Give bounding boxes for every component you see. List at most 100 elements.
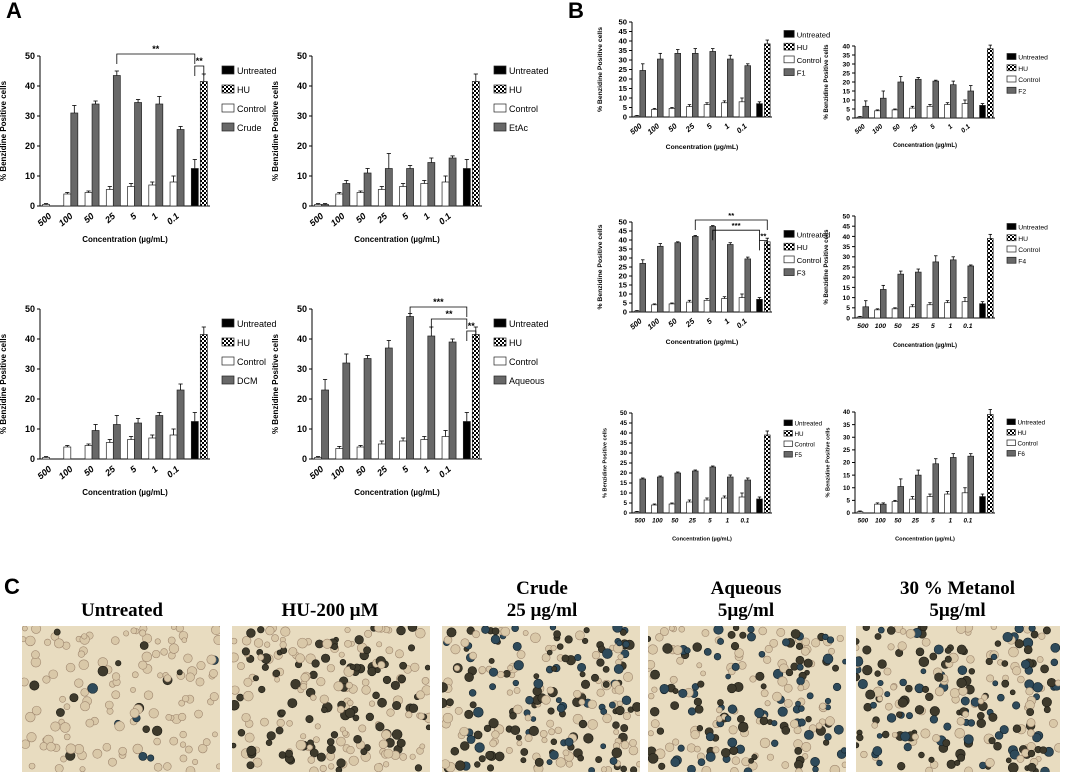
significance-bracket [409, 306, 468, 317]
y-tick-label: 35 [619, 46, 628, 55]
cell [977, 698, 985, 705]
untreated-bar [756, 103, 763, 118]
cell [555, 697, 562, 704]
cell [1002, 631, 1013, 643]
cell [43, 638, 52, 646]
cell [383, 748, 394, 759]
cell [887, 643, 895, 651]
cell [561, 654, 570, 663]
cell [491, 627, 500, 636]
cell [628, 745, 639, 756]
control-bar [441, 436, 450, 460]
control-bar [686, 301, 693, 313]
cell [1005, 757, 1012, 764]
x-tick-label: 100 [329, 211, 347, 228]
x-tick-label: 1 [149, 211, 159, 222]
cell [153, 737, 161, 746]
cell [701, 629, 710, 637]
treatment-bar [406, 168, 414, 207]
untreated-bar [979, 303, 986, 319]
cell [417, 712, 425, 720]
cell [265, 739, 273, 747]
cell [724, 715, 732, 722]
cell [1040, 766, 1050, 772]
y-tick-label: 15 [619, 281, 628, 290]
control-bar [169, 434, 178, 460]
cell [377, 661, 386, 669]
control-bar [335, 448, 344, 460]
cell [602, 681, 610, 688]
cell [790, 719, 799, 729]
cell [314, 723, 321, 730]
cell [874, 633, 882, 640]
micrograph-title-untreated: Untreated [22, 600, 222, 622]
control-bar [651, 504, 658, 514]
cell [390, 680, 401, 691]
cell [713, 626, 724, 635]
cell [253, 638, 264, 648]
treatment-bar [363, 358, 372, 460]
x-tick-label: 1 [947, 123, 955, 131]
cell [732, 626, 740, 632]
cell [539, 730, 548, 738]
cell [138, 751, 148, 761]
treatment-bar [915, 474, 922, 514]
control-bar [961, 301, 969, 319]
micrograph-title-line1: Aqueous [710, 578, 782, 599]
cell [424, 664, 430, 671]
y-tick-label: 30 [297, 111, 307, 121]
cell [759, 716, 769, 726]
cell [962, 710, 969, 718]
cell [108, 757, 117, 767]
cell [382, 761, 390, 768]
cell [832, 682, 842, 692]
cell [976, 711, 985, 720]
cell [414, 764, 423, 772]
cell [354, 635, 364, 645]
micrograph-title-line2: 5µg/ml [717, 600, 775, 621]
legend-swatch [783, 419, 793, 426]
legend-swatch [1006, 53, 1017, 60]
y-tick-label: 10 [619, 290, 628, 299]
untreated-bar [756, 498, 763, 514]
cell [954, 759, 961, 766]
cell [115, 660, 122, 667]
x-tick-label: 1 [421, 464, 431, 475]
untreated-bar [190, 421, 199, 460]
cell [275, 726, 284, 735]
cell [565, 760, 573, 768]
cell [485, 750, 495, 760]
cell [583, 627, 590, 634]
cell [416, 690, 425, 700]
cell [883, 667, 892, 676]
cell [990, 653, 998, 661]
cell [1001, 660, 1009, 667]
y-tick-label: 50 [619, 218, 628, 227]
cell [911, 733, 919, 741]
control-bar [63, 446, 72, 460]
cell [336, 736, 346, 747]
y-tick-label: 5 [623, 299, 628, 308]
cell [668, 626, 675, 632]
cell [446, 698, 454, 707]
cell [31, 705, 42, 716]
cell [615, 705, 625, 716]
cell [246, 628, 256, 638]
legend-label: Control [797, 256, 822, 265]
y-tick-label: 20 [297, 394, 307, 404]
cell [553, 630, 561, 638]
y-tick-label: 5 [623, 500, 627, 507]
control-bar [738, 101, 746, 118]
y-tick-label: 50 [620, 410, 628, 417]
cell [985, 657, 993, 666]
untreated-bar [756, 299, 763, 313]
legend-label: F2 [1018, 88, 1026, 95]
cell [328, 763, 335, 770]
control-bar [856, 511, 864, 514]
y-tick-label: 50 [297, 51, 307, 61]
cell [178, 699, 186, 707]
legend-swatch [221, 337, 235, 347]
treatment-bar [657, 245, 664, 313]
cell [547, 707, 555, 715]
